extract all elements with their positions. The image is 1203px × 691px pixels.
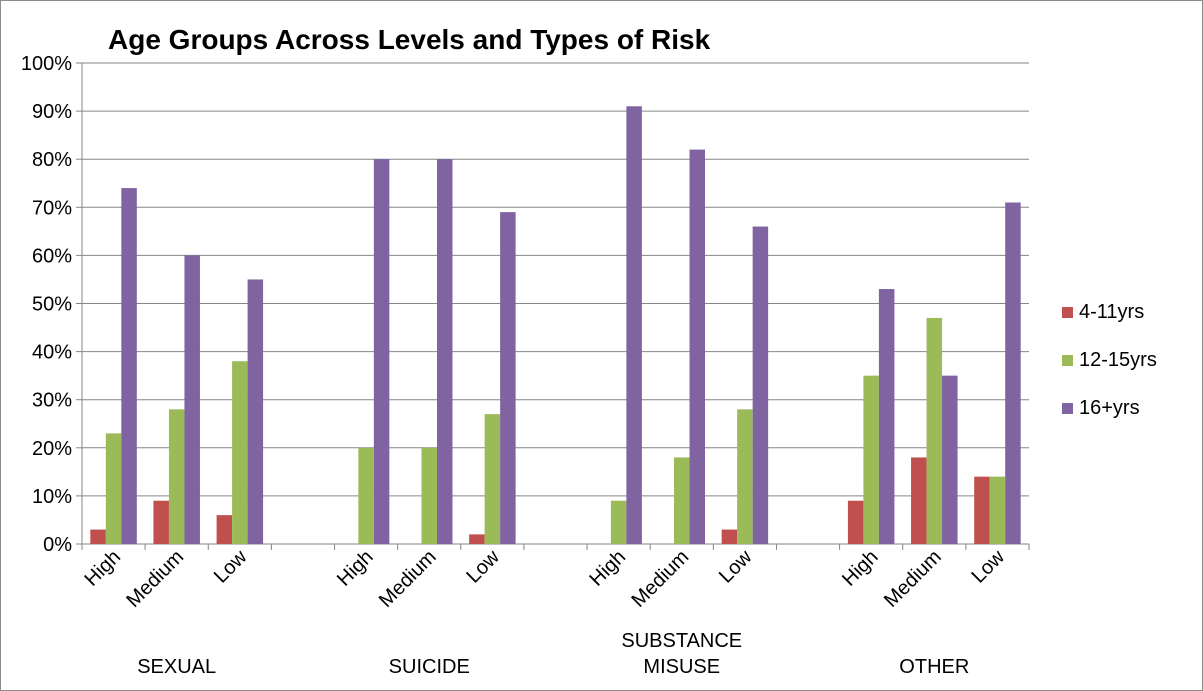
bar <box>674 457 690 544</box>
y-tick-label: 30% <box>32 390 72 412</box>
bar <box>500 212 516 545</box>
legend-label-4-11yrs: 4-11yrs <box>1079 300 1145 323</box>
bar <box>436 159 453 544</box>
group-label: SEXUAL <box>137 656 216 678</box>
bar <box>105 433 122 544</box>
chart-legend: 4-11yrs 12-15yrs 16+yrs <box>1062 288 1157 432</box>
x-tick-label: Medium <box>375 546 441 612</box>
bar <box>737 409 753 544</box>
bar <box>752 226 769 545</box>
bar <box>358 447 374 544</box>
y-tick-label: 80% <box>32 149 72 171</box>
bar <box>184 255 200 544</box>
x-tick-label: Medium <box>122 546 188 612</box>
x-tick-label: High <box>586 546 631 591</box>
legend-swatch-4-11yrs <box>1062 306 1073 318</box>
bar <box>610 500 627 544</box>
bar <box>247 279 264 544</box>
bar <box>168 409 185 544</box>
bar <box>121 188 137 544</box>
group-label: OTHER <box>899 656 969 678</box>
bar <box>90 529 106 544</box>
y-tick-label: 90% <box>32 101 72 123</box>
legend-item-4-11yrs: 4-11yrs <box>1062 288 1157 336</box>
legend-swatch-12-15yrs <box>1062 354 1073 366</box>
y-tick-label: 20% <box>32 438 72 460</box>
bar <box>911 457 927 544</box>
x-tick-label: High <box>838 546 883 591</box>
chart-title: Age Groups Across Levels and Types of Ri… <box>108 24 711 55</box>
x-tick-label: High <box>80 546 125 591</box>
bar <box>847 500 864 544</box>
bar <box>232 361 248 544</box>
bar <box>626 106 642 544</box>
legend-label-12-15yrs: 12-15yrs <box>1079 348 1157 371</box>
bar <box>153 500 169 544</box>
y-tick-label: 10% <box>32 486 72 508</box>
bar <box>421 447 437 544</box>
y-tick-label: 60% <box>32 245 72 267</box>
x-tick-label: High <box>333 546 378 591</box>
y-tick-label: 50% <box>32 294 72 316</box>
bar <box>721 529 738 544</box>
x-tick-label: Medium <box>627 546 693 612</box>
bar <box>926 317 943 544</box>
x-tick-label: Low <box>462 546 504 588</box>
bar <box>942 375 958 544</box>
bar <box>469 534 485 544</box>
legend-swatch-16plus-yrs <box>1062 402 1073 414</box>
y-tick-label: 0% <box>43 534 72 556</box>
x-tick-label: Medium <box>880 546 946 612</box>
bar <box>974 476 990 544</box>
bar <box>373 159 390 544</box>
bar <box>484 414 501 544</box>
y-tick-label: 70% <box>32 197 72 219</box>
legend-label-16plus-yrs: 16+yrs <box>1079 396 1140 419</box>
group-label: SUBSTANCE <box>621 630 742 652</box>
bar <box>689 149 706 544</box>
group-label: MISUSE <box>643 656 720 678</box>
group-label: SUICIDE <box>389 656 470 678</box>
x-tick-label: Low <box>715 546 757 588</box>
legend-item-16plus-yrs: 16+yrs <box>1062 384 1157 432</box>
bar <box>878 289 895 544</box>
x-tick-label: Low <box>967 546 1009 588</box>
bar <box>216 515 233 544</box>
bar <box>1005 202 1021 545</box>
y-tick-label: 40% <box>32 342 72 364</box>
x-tick-label: Low <box>210 546 252 588</box>
bar <box>863 375 879 544</box>
bar <box>989 476 1006 544</box>
y-tick-label: 100% <box>21 53 72 75</box>
legend-item-12-15yrs: 12-15yrs <box>1062 336 1157 384</box>
